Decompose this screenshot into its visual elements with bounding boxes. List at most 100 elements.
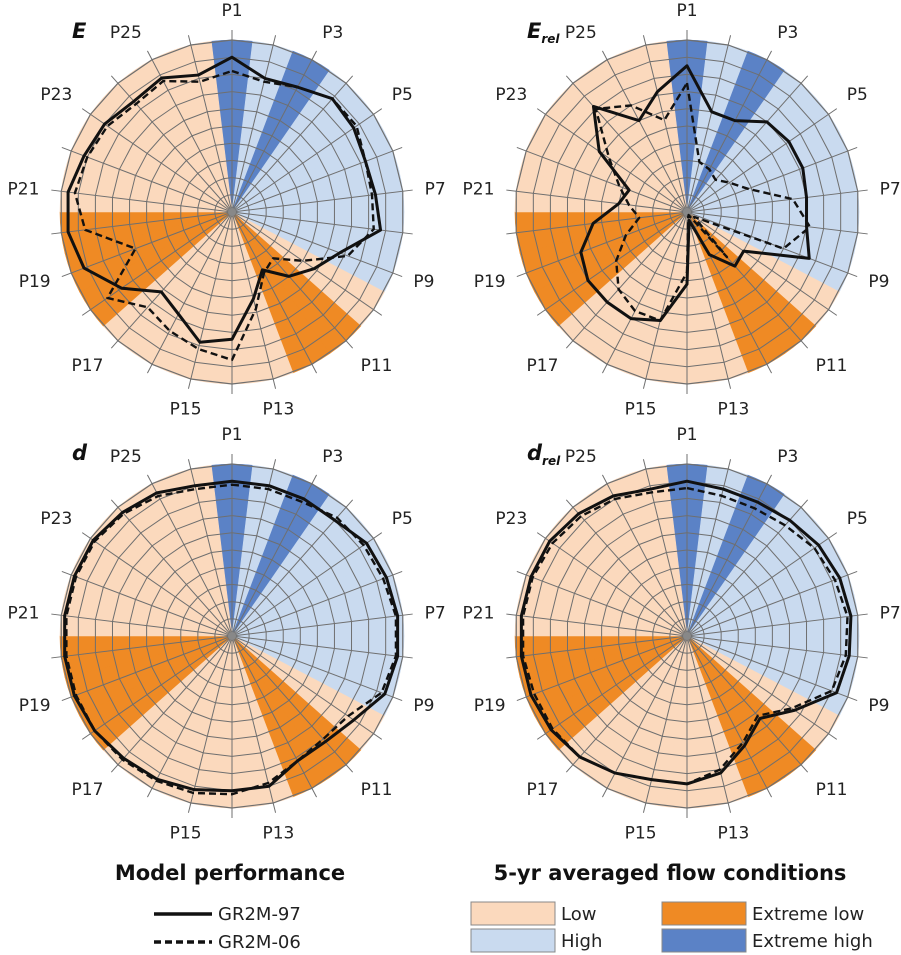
- legend-swatch-low: [470, 901, 556, 926]
- legend-swatch-extreme-high: [661, 928, 747, 953]
- tick-label-p19: P19: [474, 696, 506, 716]
- grid-spoke: [686, 613, 868, 637]
- grid-spoke: [536, 108, 688, 213]
- panel-title-e-rel: Erel: [527, 19, 560, 46]
- grid-spoke: [110, 635, 233, 773]
- grid-spoke: [231, 35, 277, 213]
- grid-spoke: [231, 211, 354, 349]
- grid-spoke: [110, 211, 233, 349]
- grid-spoke: [642, 35, 688, 213]
- tick-label-p25: P25: [110, 23, 142, 43]
- grid-spoke: [187, 35, 233, 213]
- grid-spoke: [51, 635, 233, 659]
- grid-spoke: [516, 146, 688, 213]
- grid-spoke: [506, 189, 688, 213]
- grid-spoke: [231, 211, 318, 374]
- grid-spoke: [686, 570, 858, 637]
- grid-spoke: [686, 108, 838, 213]
- tick-label-p15: P15: [170, 399, 202, 419]
- legend-flow-title: 5-yr averaged flow conditions: [494, 861, 847, 885]
- tick-label-p9: P9: [868, 272, 889, 292]
- grid-spoke: [231, 635, 403, 702]
- grid-spoke: [231, 635, 354, 773]
- tick-label-p19: P19: [474, 272, 506, 292]
- grid-spoke: [231, 635, 413, 659]
- tick-label-p7: P7: [425, 604, 446, 624]
- grid-spoke: [686, 635, 809, 773]
- tick-label-p1: P1: [221, 425, 242, 445]
- tick-label-p3: P3: [777, 23, 798, 43]
- grid-spoke: [565, 75, 688, 213]
- grid-spoke: [231, 211, 413, 235]
- radar-panel-d-rel: drel P1 P3 P5 P7 P9 P11 P13 P15 P17 P19 P21 P23 P25: [463, 425, 901, 843]
- tick-label-p9: P9: [413, 272, 434, 292]
- grid-spoke: [565, 499, 688, 637]
- grid-spoke: [187, 211, 233, 389]
- tick-label-p21: P21: [8, 180, 40, 200]
- tick-label-p13: P13: [262, 823, 294, 843]
- tick-label-p3: P3: [322, 23, 343, 43]
- grid-spoke: [686, 75, 809, 213]
- grid-spoke: [61, 635, 233, 702]
- tick-label-p7: P7: [425, 180, 446, 200]
- tick-label-p25: P25: [565, 23, 597, 43]
- grid-spoke: [686, 211, 838, 316]
- grid-spoke: [686, 189, 868, 213]
- tick-label-p3: P3: [777, 447, 798, 467]
- grid-spoke: [61, 211, 233, 278]
- grid-spoke: [146, 211, 233, 374]
- series-line-gr2m-06: [521, 486, 849, 786]
- grid-spoke: [81, 532, 233, 637]
- tick-label-p7: P7: [880, 180, 901, 200]
- grid-spoke: [686, 635, 868, 659]
- tick-label-p15: P15: [170, 823, 202, 843]
- grid-spoke: [686, 50, 773, 213]
- grid-spoke: [565, 211, 688, 349]
- series-line-gr2m-97: [63, 479, 400, 793]
- tick-label-p1: P1: [676, 1, 697, 21]
- grid-spoke: [601, 635, 688, 798]
- tick-label-p11: P11: [361, 780, 393, 800]
- grid-spoke: [565, 635, 688, 773]
- grid-spoke: [686, 499, 809, 637]
- grid-spoke: [536, 635, 688, 740]
- tick-label-p9: P9: [868, 696, 889, 716]
- tick-label-p17: P17: [72, 356, 104, 376]
- center-dot: [228, 208, 236, 216]
- tick-label-p3: P3: [322, 447, 343, 467]
- tick-label-p13: P13: [717, 823, 749, 843]
- center-dot: [228, 632, 236, 640]
- grid-spoke: [686, 35, 732, 213]
- grid-spoke: [231, 189, 413, 213]
- grid-spoke: [506, 635, 688, 659]
- tick-label-p15: P15: [625, 823, 657, 843]
- tick-label-p11: P11: [816, 780, 848, 800]
- tick-label-p23: P23: [495, 509, 527, 529]
- grid-spoke: [231, 635, 383, 740]
- tick-label-p1: P1: [221, 1, 242, 21]
- grid-spoke: [686, 635, 858, 702]
- legend-model-label-1: GR2M-97: [218, 904, 301, 925]
- grid-spoke: [110, 75, 233, 213]
- grid-spoke: [686, 532, 838, 637]
- tick-label-p19: P19: [19, 272, 51, 292]
- tick-label-p17: P17: [527, 780, 559, 800]
- grid-spoke: [231, 532, 383, 637]
- grid-spoke: [686, 211, 732, 389]
- series-line-gr2m-06: [73, 69, 375, 362]
- grid-spoke: [601, 211, 688, 374]
- legend-swatch-extreme-low: [661, 901, 747, 926]
- grid-spoke: [642, 211, 688, 389]
- radar-panel-e-rel: Erel P1 P3 P5 P7 P9 P11 P13 P15 P17 P19 P21 P23 P25: [463, 1, 901, 419]
- tick-label-p5: P5: [392, 85, 413, 105]
- legend-flow-conditions: 5-yr averaged flow conditions Low Extrem…: [470, 861, 873, 953]
- grid-spoke: [146, 474, 233, 637]
- grid-spoke: [187, 635, 233, 813]
- grid-spoke: [536, 532, 688, 637]
- radar-panel-e: E P1 P3 P5 P7 P9 P11 P13 P15 P17 P19 P21 P23 P25: [8, 1, 446, 419]
- grid-spoke: [516, 635, 688, 702]
- legend-flow-label-low: Low: [561, 904, 596, 925]
- series-line-gr2m-06: [594, 81, 812, 322]
- grid-spoke: [81, 635, 233, 740]
